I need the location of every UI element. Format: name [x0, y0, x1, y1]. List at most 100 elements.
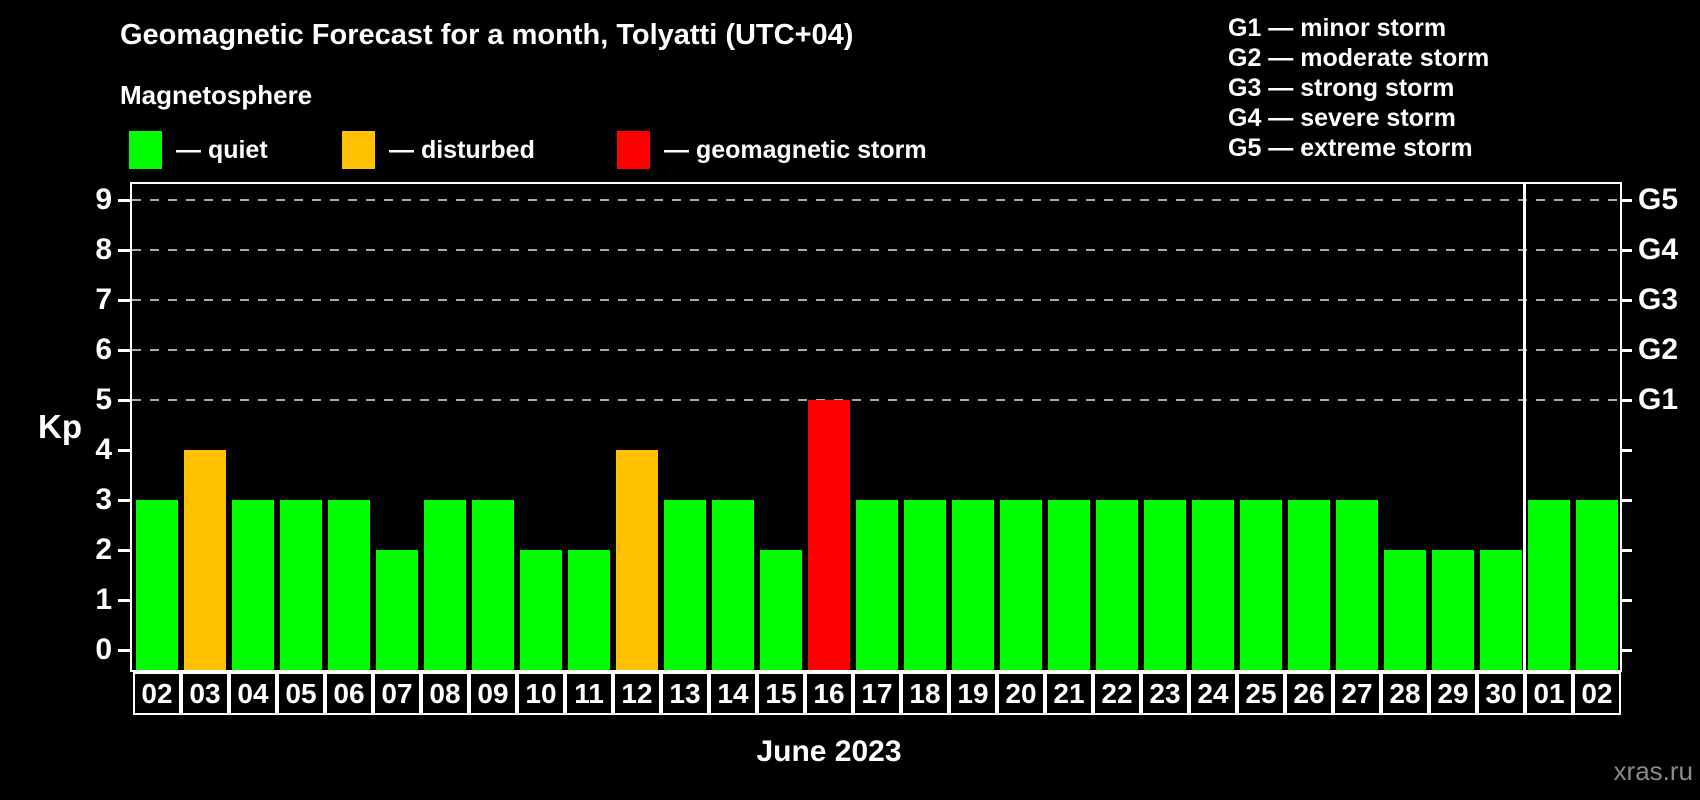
kp-bar-day-02: [1576, 500, 1618, 670]
date-cell-09: 09: [469, 672, 517, 715]
legend-item-quiet: — quiet: [129, 130, 268, 170]
kp-bar-day-19: [952, 500, 994, 670]
date-cell-02: 02: [133, 672, 181, 715]
kp-bar-day-16: [808, 400, 850, 670]
kp-bar-day-11: [568, 550, 610, 670]
kp-bar-day-07: [376, 550, 418, 670]
date-cell-15: 15: [757, 672, 805, 715]
y-axis-tick-left: [118, 549, 130, 552]
legend-item-disturbed: — disturbed: [342, 130, 535, 170]
date-cell-11: 11: [565, 672, 613, 715]
kp-bar-day-10: [520, 550, 562, 670]
g-tick-label-g2: G2: [1638, 333, 1679, 366]
date-cell-26: 26: [1285, 672, 1333, 715]
y-axis-tick-right: [1620, 349, 1632, 352]
legend-label-storm: — geomagnetic storm: [664, 135, 927, 164]
y-tick-label: 3: [95, 483, 112, 516]
g-legend-item-g4: G4 — severe storm: [1228, 104, 1456, 132]
y-axis-tick-right: [1620, 199, 1632, 202]
kp-bar-day-17: [856, 500, 898, 670]
legend-item-storm: — geomagnetic storm: [617, 130, 927, 170]
y-axis-tick-right: [1620, 649, 1632, 652]
watermark: xras.ru: [1613, 756, 1693, 786]
kp-bar-day-13: [664, 500, 706, 670]
kp-bar-day-12: [616, 450, 658, 670]
kp-bar-day-20: [1000, 500, 1042, 670]
kp-bar-day-04: [232, 500, 274, 670]
g-legend-item-g3: G3 — strong storm: [1228, 74, 1455, 102]
y-axis-tick-left: [118, 649, 130, 652]
date-cell-18: 18: [901, 672, 949, 715]
date-cell-13: 13: [661, 672, 709, 715]
date-cell-23: 23: [1141, 672, 1189, 715]
y-tick-label: 5: [95, 383, 112, 416]
y-axis-tick-left: [118, 599, 130, 602]
y-tick-label: 9: [95, 183, 112, 216]
y-axis-tick-right: [1620, 599, 1632, 602]
kp-bar-day-23: [1144, 500, 1186, 670]
kp-bar-day-27: [1336, 500, 1378, 670]
kp-bar-day-03: [184, 450, 226, 670]
g-legend-item-g5: G5 — extreme storm: [1228, 134, 1473, 162]
g-tick-label-g3: G3: [1638, 283, 1679, 316]
date-cell-04: 04: [229, 672, 277, 715]
quiet-swatch-icon: [129, 131, 162, 169]
disturbed-swatch-icon: [342, 131, 375, 169]
kp-bar-day-26: [1288, 500, 1330, 670]
y-tick-label: 1: [95, 583, 112, 616]
date-cell-12: 12: [613, 672, 661, 715]
kp-bar-day-18: [904, 500, 946, 670]
date-cell-02: 02: [1573, 672, 1621, 715]
legend-label-disturbed: — disturbed: [389, 135, 535, 164]
date-cell-05: 05: [277, 672, 325, 715]
y-axis-tick-right: [1620, 299, 1632, 302]
y-axis-tick-left: [118, 299, 130, 302]
month-separator-line: [1523, 184, 1526, 670]
kp-bar-day-01: [1528, 500, 1570, 670]
g-legend-item-g2: G2 — moderate storm: [1228, 44, 1490, 72]
kp-axis-label: Kp: [38, 408, 82, 445]
kp-bar-day-06: [328, 500, 370, 670]
date-cell-21: 21: [1045, 672, 1093, 715]
date-cell-01: 01: [1525, 672, 1573, 715]
kp-bar-day-09: [472, 500, 514, 670]
g-legend-item-g1: G1 — minor storm: [1228, 14, 1447, 42]
date-cell-29: 29: [1429, 672, 1477, 715]
date-cell-06: 06: [325, 672, 373, 715]
y-axis-tick-left: [118, 499, 130, 502]
y-tick-label: 6: [95, 333, 112, 366]
y-tick-label: 0: [95, 633, 112, 666]
kp-bar-day-28: [1384, 550, 1426, 670]
y-axis-tick-right: [1620, 499, 1632, 502]
y-axis-tick-left: [118, 349, 130, 352]
date-cell-08: 08: [421, 672, 469, 715]
gridline-kp8: [132, 249, 1620, 251]
y-axis-tick-right: [1620, 549, 1632, 552]
x-axis-month-label: June 2023: [756, 735, 902, 768]
date-cell-25: 25: [1237, 672, 1285, 715]
date-cell-14: 14: [709, 672, 757, 715]
y-tick-label: 2: [95, 533, 112, 566]
kp-bar-day-15: [760, 550, 802, 670]
gridline-kp5: [132, 399, 1620, 401]
plot-area: [130, 182, 1622, 672]
kp-bar-day-14: [712, 500, 754, 670]
g-scale-legend: G1 — minor storm G2 — moderate storm G3 …: [1228, 13, 1489, 163]
y-tick-label: 4: [95, 433, 112, 466]
legend-label-quiet: — quiet: [176, 135, 268, 164]
magnetosphere-label: Magnetosphere: [120, 80, 313, 110]
kp-bar-day-21: [1048, 500, 1090, 670]
gridline-kp9: [132, 199, 1620, 201]
date-cell-16: 16: [805, 672, 853, 715]
storm-swatch-icon: [617, 131, 650, 169]
y-axis-tick-right: [1620, 399, 1632, 402]
y-axis-tick-left: [118, 449, 130, 452]
y-axis-tick-left: [118, 249, 130, 252]
y-axis-tick-right: [1620, 249, 1632, 252]
kp-bar-day-25: [1240, 500, 1282, 670]
kp-bar-day-29: [1432, 550, 1474, 670]
date-cell-10: 10: [517, 672, 565, 715]
kp-bar-day-08: [424, 500, 466, 670]
y-axis-tick-left: [118, 399, 130, 402]
date-cell-24: 24: [1189, 672, 1237, 715]
